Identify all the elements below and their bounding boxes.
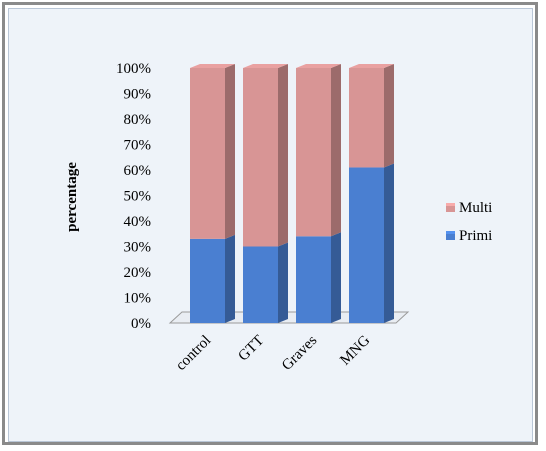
bar-segment-multi [349,64,394,168]
legend-item: Primi [446,228,492,244]
y-tick-label: 20% [124,265,152,281]
y-axis-label: percentage [64,162,80,232]
bar-segment-primi [349,163,394,323]
y-axis-ticks: 0% 10% 20% 30% 40% 50% 60% 70% 80% 90% 100% [116,61,151,332]
x-tick-label: control [173,333,214,374]
bar-segment-primi [296,232,341,323]
legend-swatch [446,203,455,212]
y-tick-label: 100% [116,61,151,77]
legend-label: Multi [459,200,492,216]
y-tick-label: 70% [124,138,152,154]
y-tick-label: 10% [124,291,152,307]
legend-label: Primi [459,228,492,244]
legend-swatch [446,231,455,240]
x-tick-label: Graves [279,332,320,373]
bar-segment-multi [296,64,341,237]
x-axis-labels: control GTT Graves MNG [173,332,373,373]
y-tick-label: 60% [124,163,152,179]
y-tick-label: 80% [124,112,152,128]
y-tick-label: 40% [124,214,152,230]
y-tick-label: 50% [124,189,152,205]
y-tick-label: 30% [124,240,152,256]
x-tick-label: MNG [337,332,373,368]
bar-segment-primi [190,234,235,323]
legend-item: Multi [446,200,492,216]
y-tick-label: 90% [124,87,152,103]
legend: Multi Primi [446,200,492,244]
bar-segment-primi [243,242,288,323]
bar-segment-multi [190,64,235,239]
y-tick-label: 0% [131,316,151,332]
x-tick-label: GTT [235,333,267,365]
chart-frame [2,2,538,445]
bar-segment-multi [243,64,288,247]
bars [190,64,394,323]
